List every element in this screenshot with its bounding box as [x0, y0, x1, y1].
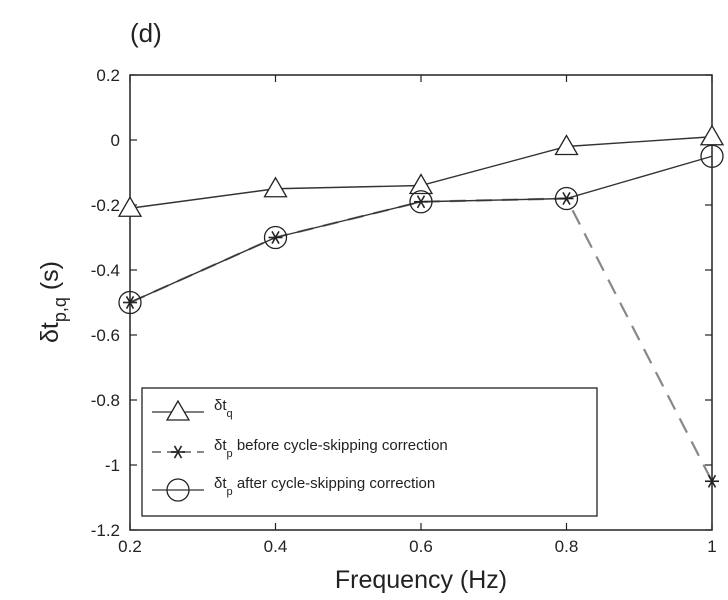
x-tick-label: 0.8: [555, 537, 579, 556]
y-tick-label: 0: [111, 131, 120, 150]
data-point-dtp_after: [263, 225, 288, 250]
data-point-dtp_before: [705, 474, 719, 488]
data-point-dtq: [699, 124, 725, 146]
panel-label: (d): [130, 18, 162, 48]
data-point-dtp_before: [414, 195, 428, 209]
y-tick-label: -0.2: [91, 196, 120, 215]
y-axis-title: δtp,q (s): [36, 261, 70, 343]
y-tick-label: -0.4: [91, 261, 120, 280]
y-tick-label: -1.2: [91, 521, 120, 540]
y-tick-label: -1: [105, 456, 120, 475]
data-point-dtq: [263, 176, 288, 198]
x-tick-label: 0.4: [264, 537, 288, 556]
axis-ticks: 0.2 0.4 0.6 0.8 1 0.2 0 -0.2 -0.4 -0.6 -0.8 -1 -1.2: [91, 66, 717, 556]
data-point-dtp_before: [268, 231, 283, 244]
y-tick-label: 0.2: [96, 66, 120, 85]
data-point-dtq: [117, 195, 143, 217]
x-tick-label: 0.2: [118, 537, 142, 556]
data-point-dtp_after: [554, 186, 579, 211]
y-tick-label: -0.8: [91, 391, 120, 410]
legend-marker-dtp_before: [171, 445, 185, 459]
data-point-dtp_after: [409, 190, 433, 214]
y-tick-label: -0.6: [91, 326, 120, 345]
x-axis-title: Frequency (Hz): [335, 566, 507, 594]
data-point-dtq: [408, 173, 434, 195]
legend-marker-dtp_after: [166, 478, 190, 502]
data-point-dtq: [554, 134, 579, 156]
legend-label-dtp_before: δtp before cycle-skipping correction: [214, 437, 448, 460]
data-point-dtp_after: [700, 144, 724, 168]
data-point-dtp_before: [559, 192, 574, 205]
legend-box: [141, 387, 598, 517]
data-point-dtp_before: [123, 296, 137, 309]
x-tick-label: 0.6: [409, 537, 433, 556]
legend-label-dtq: δtq: [214, 397, 233, 420]
series-markers: [117, 124, 725, 488]
data-point-dtp_after: [118, 290, 142, 315]
legend-marker-dtq: [165, 399, 191, 421]
series-line-dtq: [129, 136, 713, 209]
x-tick-label: 1: [707, 537, 716, 556]
legend-label-dtp_after: δtp after cycle-skipping correction: [214, 475, 435, 498]
legend: δtq δtp before cycle-skipping correction δ…: [141, 387, 598, 517]
